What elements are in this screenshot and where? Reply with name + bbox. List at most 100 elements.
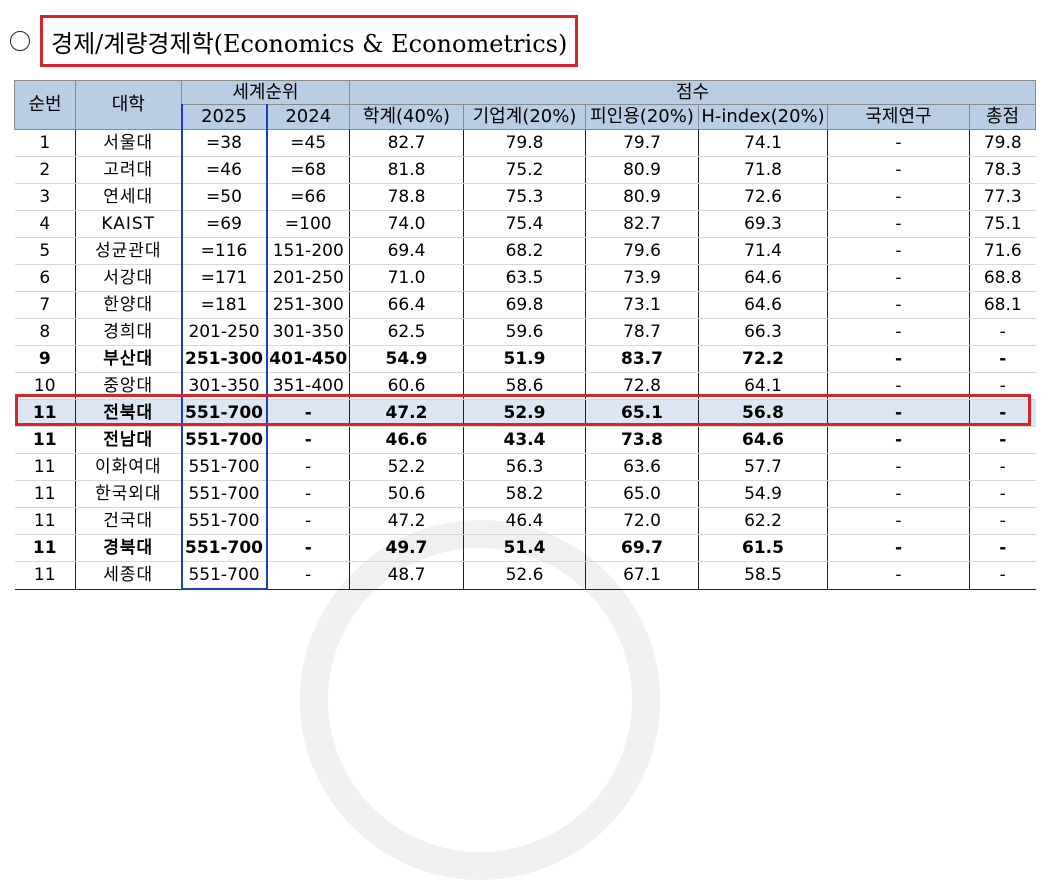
cell-rank-2024: 151-200 bbox=[266, 237, 350, 265]
cell-academic: 54.9 bbox=[349, 345, 464, 373]
cell-rank: 11 bbox=[14, 561, 76, 590]
cell-citations: 79.7 bbox=[585, 129, 699, 157]
cell-rank-2024: - bbox=[266, 426, 350, 454]
cell-total: 75.1 bbox=[969, 210, 1036, 238]
bullet-circle-icon bbox=[10, 31, 30, 51]
cell-intl-research: - bbox=[827, 129, 970, 157]
cell-hindex: 57.7 bbox=[698, 453, 828, 481]
cell-rank-2025: 551-700 bbox=[180, 480, 268, 508]
cell-employer: 52.9 bbox=[463, 399, 586, 427]
cell-intl-research: - bbox=[827, 210, 970, 238]
cell-employer: 79.8 bbox=[463, 129, 586, 157]
cell-employer: 58.2 bbox=[463, 480, 586, 508]
cell-hindex: 58.5 bbox=[698, 561, 828, 590]
cell-academic: 69.4 bbox=[349, 237, 464, 265]
table-row: 11 전북대 551-700-47.2 52.9 65.1 56.8- - bbox=[14, 399, 1036, 427]
table-row: 11 세종대 551-700-48.7 52.6 67.1 58.5- - bbox=[14, 561, 1036, 590]
table-row: 9 부산대 251-300 401-450 54.9 51.9 83.7 72.2- - bbox=[14, 345, 1036, 373]
cell-hindex: 54.9 bbox=[698, 480, 828, 508]
cell-intl-research: - bbox=[827, 345, 970, 373]
cell-university: 중앙대 bbox=[75, 372, 182, 400]
cell-academic: 47.2 bbox=[349, 507, 464, 535]
cell-academic: 74.0 bbox=[349, 210, 464, 238]
cell-citations: 72.0 bbox=[585, 507, 699, 535]
header-score: 점수 bbox=[349, 80, 1036, 105]
cell-intl-research: - bbox=[827, 399, 970, 427]
header-intl-research: 국제연구 bbox=[827, 104, 970, 130]
cell-rank-2024: =100 bbox=[266, 210, 350, 238]
cell-university: 연세대 bbox=[75, 183, 182, 211]
cell-rank-2025: 551-700 bbox=[180, 399, 268, 427]
cell-rank-2025: 551-700 bbox=[180, 453, 268, 481]
cell-rank-2025: =116 bbox=[180, 237, 268, 265]
cell-employer: 56.3 bbox=[463, 453, 586, 481]
cell-intl-research: - bbox=[827, 318, 970, 346]
table-row: 11 전남대 551-700-46.6 43.4 73.8 64.6- - bbox=[14, 426, 1036, 454]
cell-rank: 6 bbox=[14, 264, 76, 292]
cell-university: 건국대 bbox=[75, 507, 182, 535]
table-row: 5 성균관대 =116 151-200 69.4 68.2 79.6 71.4-71.6 bbox=[14, 237, 1036, 265]
cell-employer: 51.9 bbox=[463, 345, 586, 373]
cell-university: 성균관대 bbox=[75, 237, 182, 265]
cell-rank-2025: 551-700 bbox=[180, 507, 268, 535]
ranking-table: 순번 대학 세계순위 점수 2025 2024 학계(40%) 기업계(20%)… bbox=[14, 80, 1036, 590]
cell-total: - bbox=[969, 534, 1036, 562]
cell-rank-2025: =181 bbox=[180, 291, 268, 319]
cell-rank-2025: =69 bbox=[180, 210, 268, 238]
cell-total: - bbox=[969, 399, 1036, 427]
section-title: 경제/계량경제학(Economics & Econometrics) bbox=[40, 15, 579, 67]
cell-total: 68.8 bbox=[969, 264, 1036, 292]
cell-hindex: 64.6 bbox=[698, 426, 828, 454]
cell-rank: 11 bbox=[14, 480, 76, 508]
cell-rank-2024: 251-300 bbox=[266, 291, 350, 319]
cell-rank-2025: 301-350 bbox=[180, 372, 268, 400]
table-row: 11 이화여대 551-700-52.2 56.3 63.6 57.7- - bbox=[14, 453, 1036, 481]
cell-rank: 7 bbox=[14, 291, 76, 319]
cell-university: 서강대 bbox=[75, 264, 182, 292]
header-university: 대학 bbox=[75, 80, 182, 130]
header-total: 총점 bbox=[969, 104, 1036, 130]
table-row: 2 고려대 =46 =68 81.8 75.2 80.9 71.8-78.3 bbox=[14, 156, 1036, 184]
cell-intl-research: - bbox=[827, 561, 970, 590]
cell-academic: 82.7 bbox=[349, 129, 464, 157]
cell-hindex: 64.6 bbox=[698, 291, 828, 319]
cell-intl-research: - bbox=[827, 453, 970, 481]
cell-hindex: 64.6 bbox=[698, 264, 828, 292]
cell-total: - bbox=[969, 318, 1036, 346]
cell-university: 고려대 bbox=[75, 156, 182, 184]
cell-academic: 81.8 bbox=[349, 156, 464, 184]
cell-rank: 1 bbox=[14, 129, 76, 157]
cell-rank-2024: - bbox=[266, 561, 350, 590]
table-row: 10 중앙대 301-350 351-400 60.6 58.6 72.8 64.1- - bbox=[14, 372, 1036, 400]
cell-employer: 75.2 bbox=[463, 156, 586, 184]
cell-rank: 9 bbox=[14, 345, 76, 373]
cell-academic: 66.4 bbox=[349, 291, 464, 319]
cell-hindex: 62.2 bbox=[698, 507, 828, 535]
cell-rank-2025: 201-250 bbox=[180, 318, 268, 346]
cell-rank-2024: - bbox=[266, 399, 350, 427]
cell-academic: 78.8 bbox=[349, 183, 464, 211]
cell-citations: 63.6 bbox=[585, 453, 699, 481]
cell-academic: 50.6 bbox=[349, 480, 464, 508]
header-2024: 2024 bbox=[266, 104, 350, 130]
cell-rank-2025: =38 bbox=[180, 129, 268, 157]
cell-academic: 52.2 bbox=[349, 453, 464, 481]
cell-rank: 8 bbox=[14, 318, 76, 346]
cell-citations: 80.9 bbox=[585, 156, 699, 184]
cell-academic: 47.2 bbox=[349, 399, 464, 427]
cell-rank-2024: - bbox=[266, 534, 350, 562]
cell-citations: 82.7 bbox=[585, 210, 699, 238]
cell-academic: 60.6 bbox=[349, 372, 464, 400]
cell-academic: 49.7 bbox=[349, 534, 464, 562]
cell-intl-research: - bbox=[827, 183, 970, 211]
cell-rank-2025: =46 bbox=[180, 156, 268, 184]
cell-rank-2024: - bbox=[266, 453, 350, 481]
cell-hindex: 61.5 bbox=[698, 534, 828, 562]
cell-university: 전남대 bbox=[75, 426, 182, 454]
cell-citations: 73.9 bbox=[585, 264, 699, 292]
cell-hindex: 72.2 bbox=[698, 345, 828, 373]
cell-employer: 43.4 bbox=[463, 426, 586, 454]
cell-intl-research: - bbox=[827, 156, 970, 184]
table-row: 11 경북대 551-700-49.7 51.4 69.7 61.5- - bbox=[14, 534, 1036, 562]
cell-university: 부산대 bbox=[75, 345, 182, 373]
